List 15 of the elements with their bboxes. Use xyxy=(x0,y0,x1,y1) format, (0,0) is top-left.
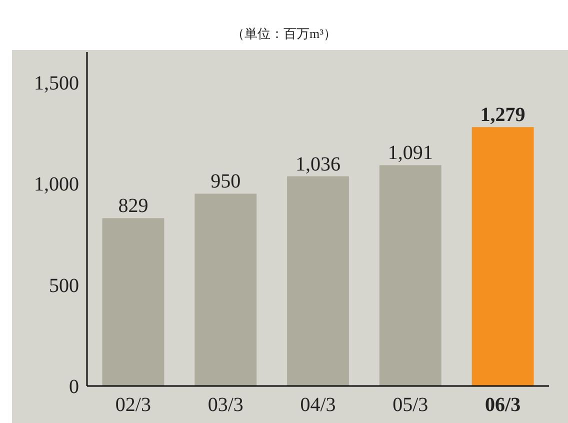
data-label: 1,036 xyxy=(296,153,340,176)
y-tick-label: 1,500 xyxy=(34,72,79,94)
data-label: 1,091 xyxy=(388,142,433,164)
x-tick-label: 04/3 xyxy=(300,394,336,416)
data-label: 950 xyxy=(210,170,241,193)
data-label: 829 xyxy=(118,195,148,218)
y-tick-label: 1,000 xyxy=(34,174,79,196)
y-tick-label: 500 xyxy=(49,274,79,297)
data-label: 1,279 xyxy=(480,104,526,126)
x-tick-label: 02/3 xyxy=(115,394,151,416)
x-tick-label: 05/3 xyxy=(392,394,428,416)
y-tick-label: 0 xyxy=(69,376,79,398)
chart-subtitle: （単位：百万m³） xyxy=(231,26,337,41)
x-tick-label: 03/3 xyxy=(208,394,244,416)
x-tick-label: 06/3 xyxy=(485,394,521,416)
